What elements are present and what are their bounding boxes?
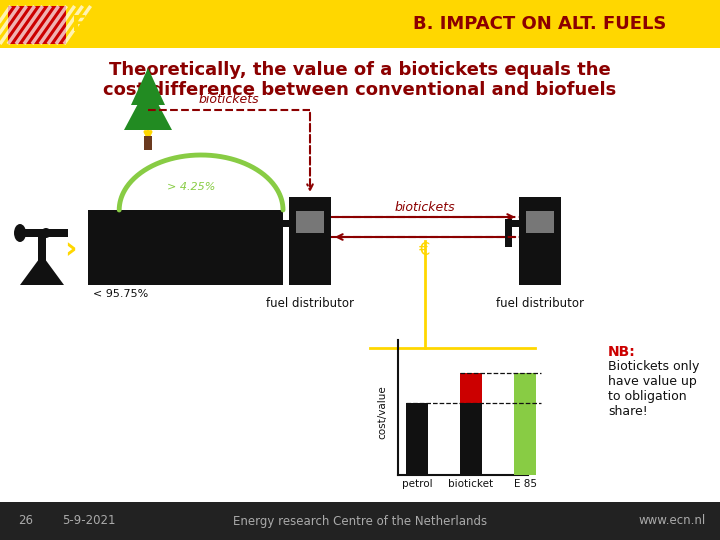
- Polygon shape: [124, 85, 172, 130]
- Polygon shape: [131, 68, 165, 105]
- Text: fuel distributor: fuel distributor: [496, 297, 584, 310]
- Bar: [88, 210, 283, 285]
- Text: petrol: petrol: [402, 479, 432, 489]
- Bar: [289, 197, 331, 285]
- Text: www.ecn.nl: www.ecn.nl: [639, 515, 706, 528]
- Bar: [296, 211, 324, 233]
- Bar: [8, 6, 66, 44]
- Circle shape: [41, 228, 51, 238]
- Bar: [505, 219, 512, 247]
- Text: B. IMPACT ON ALT. FUELS: B. IMPACT ON ALT. FUELS: [413, 15, 667, 33]
- Bar: [20, 229, 68, 237]
- Ellipse shape: [14, 224, 26, 242]
- Text: Biotickets only
have value up
to obligation
share!: Biotickets only have value up to obligat…: [608, 360, 699, 418]
- Polygon shape: [20, 255, 64, 285]
- Text: fuel distributor: fuel distributor: [266, 297, 354, 310]
- Text: Theoretically, the value of a biotickets equals the: Theoretically, the value of a biotickets…: [109, 61, 611, 79]
- Text: NB:: NB:: [608, 345, 636, 359]
- Text: Energy research Centre of the Netherlands: Energy research Centre of the Netherland…: [233, 515, 487, 528]
- Text: cost difference between conventional and biofuels: cost difference between conventional and…: [104, 81, 616, 99]
- Text: E C N: E C N: [72, 15, 138, 35]
- Text: 26: 26: [18, 515, 33, 528]
- Bar: [460, 403, 482, 475]
- Bar: [505, 220, 519, 227]
- Text: E 85: E 85: [513, 479, 536, 489]
- Text: > 4.25%: > 4.25%: [167, 182, 215, 192]
- Bar: [275, 220, 289, 227]
- Text: ›: ›: [64, 235, 76, 265]
- Bar: [144, 136, 152, 150]
- Text: biotickets: biotickets: [395, 201, 455, 214]
- Bar: [275, 219, 282, 247]
- Text: €: €: [419, 241, 431, 259]
- Text: cost/value: cost/value: [377, 386, 387, 440]
- Bar: [460, 373, 482, 403]
- Bar: [519, 197, 561, 285]
- Text: biotickets: biotickets: [199, 93, 259, 106]
- Bar: [406, 403, 428, 475]
- Text: bioticket: bioticket: [449, 479, 494, 489]
- Bar: [0, 0, 720, 48]
- Bar: [38, 230, 46, 285]
- Bar: [0, 502, 720, 540]
- Text: < 95.75%: < 95.75%: [93, 289, 148, 299]
- Bar: [514, 373, 536, 475]
- Bar: [526, 211, 554, 233]
- Bar: [8, 6, 66, 44]
- Text: 5-9-2021: 5-9-2021: [62, 515, 115, 528]
